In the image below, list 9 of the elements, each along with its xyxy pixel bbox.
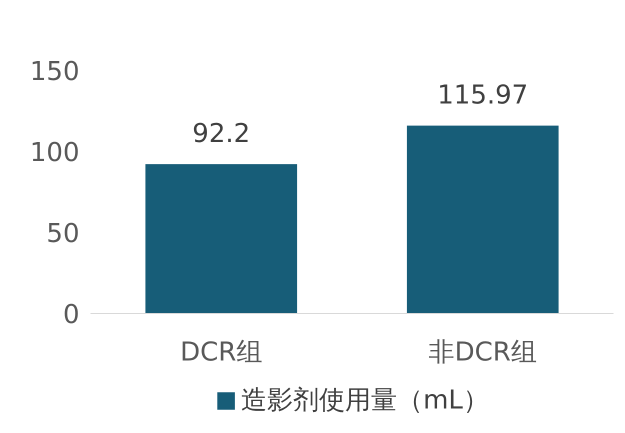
y-tick-label: 0 <box>62 300 80 330</box>
x-tick-label: DCR组 <box>180 338 262 368</box>
y-tick-label: 100 <box>30 138 80 168</box>
x-tick-label: 非DCR组 <box>428 338 537 368</box>
y-tick-label: 50 <box>46 219 80 249</box>
y-tick-label: 150 <box>30 57 80 87</box>
legend-label: 造影剂使用量（mL） <box>241 384 489 418</box>
data-label: 115.97 <box>437 80 528 111</box>
data-label: 92.2 <box>192 119 250 150</box>
